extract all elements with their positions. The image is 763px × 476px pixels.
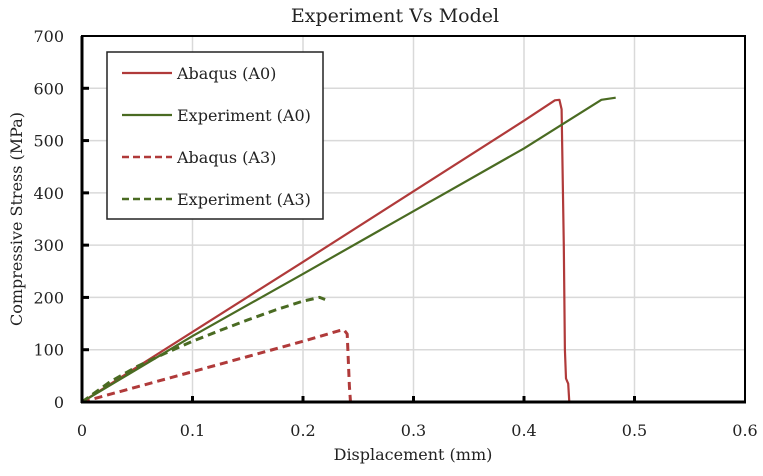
y-tick-label: 400 xyxy=(33,184,64,203)
y-axis-label: Compressive Stress (MPa) xyxy=(7,112,26,326)
x-tick-label: 0.6 xyxy=(732,421,757,440)
legend-label: Abaqus (A0) xyxy=(176,64,276,83)
legend: Abaqus (A0) Experiment (A0) Abaqus (A3) Exp… xyxy=(106,51,324,220)
series-line xyxy=(81,98,571,403)
y-tick-label: 200 xyxy=(33,288,64,307)
y-tick-label: 700 xyxy=(33,27,64,46)
series-line xyxy=(81,295,326,404)
series-line xyxy=(81,328,352,404)
x-axis-label: Displacement (mm) xyxy=(334,445,493,464)
y-tick-label: 300 xyxy=(33,236,64,255)
x-tick-label: 0.4 xyxy=(511,421,536,440)
x-tick-label: 0 xyxy=(77,421,87,440)
axis-ticks: 0 0.1 0.2 0.3 0.4 0.5 0.6 0 100 200 300 400 500 600 70… xyxy=(33,27,757,440)
x-tick-label: 0.1 xyxy=(180,421,205,440)
x-tick-label: 0.2 xyxy=(290,421,315,440)
chart-title: Experiment Vs Model xyxy=(291,5,499,27)
y-tick-label: 100 xyxy=(33,341,64,360)
legend-label: Experiment (A0) xyxy=(177,106,311,125)
legend-box xyxy=(106,51,324,220)
x-tick-label: 0.3 xyxy=(401,421,426,440)
y-tick-label: 600 xyxy=(33,79,64,98)
x-tick-label: 0.5 xyxy=(622,421,647,440)
y-tick-label: 0 xyxy=(54,393,64,412)
legend-label: Experiment (A3) xyxy=(177,190,311,209)
series-line xyxy=(81,96,616,403)
legend-label: Abaqus (A3) xyxy=(176,148,276,167)
data-series xyxy=(81,96,616,404)
y-tick-label: 500 xyxy=(33,132,64,151)
